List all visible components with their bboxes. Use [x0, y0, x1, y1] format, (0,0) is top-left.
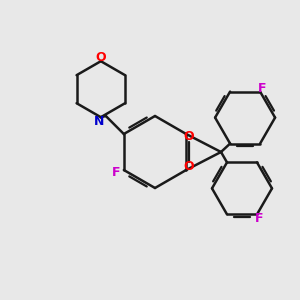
Text: F: F	[258, 82, 266, 95]
Text: F: F	[255, 212, 263, 225]
Text: O: O	[184, 130, 194, 143]
Text: N: N	[94, 115, 104, 128]
Text: F: F	[112, 166, 120, 178]
Text: O: O	[184, 160, 194, 173]
Text: O: O	[95, 51, 106, 64]
